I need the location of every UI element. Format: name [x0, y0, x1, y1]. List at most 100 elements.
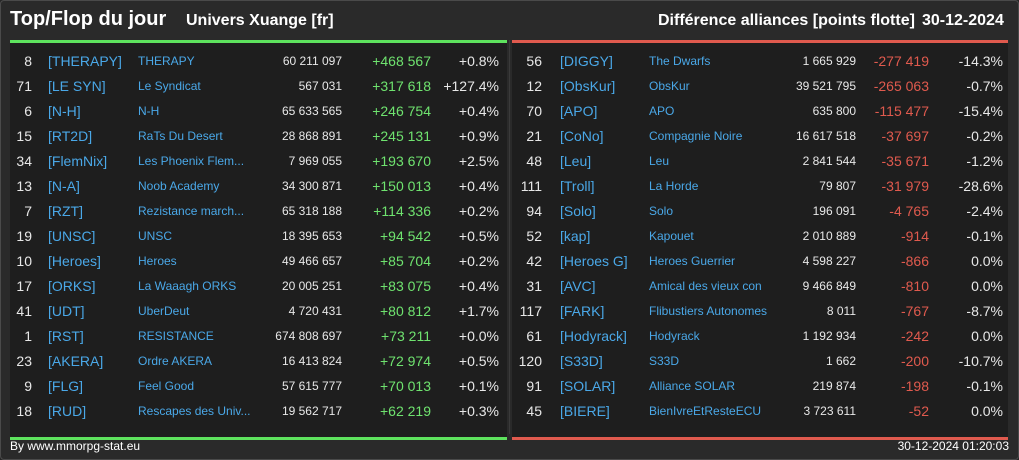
date-label: 30-12-2024: [922, 12, 1004, 29]
rank-cell: 45: [526, 403, 542, 419]
table-row: 61 [Hodyrack] Hodyrack 1 192 934 -242 0.0%: [512, 324, 1008, 349]
difference-cell: -198: [900, 378, 929, 394]
alliance-tag-link[interactable]: [RST]: [48, 328, 84, 344]
alliance-name-link[interactable]: La Waaagh ORKS: [138, 279, 237, 293]
difference-cell: -4 765: [889, 203, 929, 219]
points-cell: 8 011: [826, 304, 856, 318]
points-cell: 39 521 795: [795, 79, 856, 93]
alliance-tag-link[interactable]: [AKERA]: [48, 353, 104, 369]
percent-change-cell: +0.1%: [458, 378, 499, 394]
alliance-tag-link[interactable]: [ObsKur]: [560, 78, 616, 94]
alliance-name-link[interactable]: Feel Good: [138, 379, 195, 393]
rank-cell: 41: [16, 303, 32, 319]
points-cell: 1 192 934: [802, 329, 856, 343]
table-row: 52 [kap] Kapouet 2 010 889 -914 -0.1%: [512, 224, 1008, 249]
percent-change-cell: -1.2%: [966, 153, 1003, 169]
points-cell: 16 617 518: [795, 129, 856, 143]
alliance-tag-link[interactable]: [kap]: [560, 228, 591, 244]
points-cell: 65 633 565: [281, 104, 342, 118]
difference-cell: -767: [900, 303, 929, 319]
alliance-tag-link[interactable]: [Hodyrack]: [560, 328, 627, 344]
alliance-tag-link[interactable]: [FlemNix]: [48, 153, 108, 169]
alliance-name-link[interactable]: Rezistance march...: [138, 204, 245, 218]
table-row: 9 [FLG] Feel Good 57 615 777 +70 013 +0.1%: [10, 374, 507, 399]
alliance-name-link[interactable]: Les Phoenix Flem...: [138, 154, 245, 168]
table-row: 71 [LE SYN] Le Syndicat 567 031 +317 618 +127…: [10, 74, 507, 99]
alliance-tag-link[interactable]: [UNSC]: [48, 228, 96, 244]
difference-cell: -810: [900, 278, 929, 294]
difference-cell: +62 219: [380, 403, 431, 419]
percent-change-cell: +0.5%: [458, 228, 499, 244]
rank-cell: 13: [16, 178, 32, 194]
alliance-tag-link[interactable]: [BIERE]: [560, 403, 610, 419]
alliance-name-link[interactable]: Ordre AKERA: [138, 354, 213, 368]
points-cell: 49 466 657: [281, 254, 342, 268]
table-row: 8 [THERAPY] THERAPY 60 211 097 +468 567 +0.8%: [10, 49, 507, 74]
alliance-tag-link[interactable]: [AVC]: [560, 278, 596, 294]
points-cell: 1 665 929: [802, 54, 856, 68]
rank-cell: 52: [526, 228, 542, 244]
alliance-tag-link[interactable]: [FLG]: [48, 378, 84, 394]
percent-change-cell: 0.0%: [971, 328, 1003, 344]
alliance-tag-link[interactable]: [RZT]: [48, 203, 83, 219]
percent-change-cell: +127.4%: [443, 78, 499, 94]
percent-change-cell: +0.5%: [458, 353, 499, 369]
alliance-tag-link[interactable]: [RUD]: [48, 403, 87, 419]
alliance-tag-link[interactable]: [FARK]: [560, 303, 605, 319]
alliance-tag-link[interactable]: [Heroes]: [48, 253, 101, 269]
difference-cell: +468 567: [372, 53, 431, 69]
percent-change-cell: -0.1%: [966, 378, 1003, 394]
alliance-tag-link[interactable]: [Heroes G]: [560, 253, 628, 269]
alliance-name-link[interactable]: Heroes: [138, 254, 177, 268]
site-credit[interactable]: By www.mmorpg-stat.eu: [10, 439, 141, 453]
table-row: 117 [FARK] Flibustiers Autonomes 8 011 -767-…: [512, 299, 1008, 324]
top-list: 8 [THERAPY] THERAPY 60 211 097 +468 567 +0.8%…: [10, 49, 507, 424]
rank-cell: 12: [526, 78, 542, 94]
alliance-tag-link[interactable]: [N-H]: [48, 103, 81, 119]
alliance-tag-link[interactable]: [CoNo]: [560, 128, 604, 144]
alliance-tag-link[interactable]: [S33D]: [560, 353, 603, 369]
alliance-tag-link[interactable]: [LE SYN]: [48, 78, 106, 94]
alliance-tag-link[interactable]: [Solo]: [560, 203, 596, 219]
rank-cell: 61: [526, 328, 542, 344]
alliance-name-link[interactable]: Rescapes des Univ...: [138, 404, 251, 418]
points-cell: 9 466 849: [802, 279, 856, 293]
alliance-name-link[interactable]: UNSC: [138, 229, 173, 243]
percent-change-cell: +0.3%: [458, 403, 499, 419]
table-row: 21 [CoNo] Compagnie Noire 16 617 518 -37 697…: [512, 124, 1008, 149]
alliance-tag-link[interactable]: [APO]: [560, 103, 598, 119]
alliance-tag-link[interactable]: [Troll]: [560, 178, 595, 194]
points-cell: 4 598 227: [802, 254, 856, 268]
table-row: 31 [AVC] Amical des vieux con 9 466 849 -810…: [512, 274, 1008, 299]
alliance-tag-link[interactable]: [THERAPY]: [48, 53, 122, 69]
alliance-tag-link[interactable]: [N-A]: [48, 178, 80, 194]
alliance-name-link[interactable]: THERAPY: [138, 54, 195, 68]
table-row: 91 [SOLAR] Alliance SOLAR 219 874 -198 -0.1%: [512, 374, 1008, 399]
alliance-name-link[interactable]: Le Syndicat: [138, 79, 201, 93]
rank-cell: 31: [526, 278, 542, 294]
table-row: 120 [S33D] S33D 1 662 -200 -10.7%: [512, 349, 1008, 374]
panel-divider: [509, 40, 510, 434]
rank-cell: 42: [526, 253, 542, 269]
alliance-name-link[interactable]: UberDeut: [138, 304, 190, 318]
alliance-tag-link[interactable]: [ORKS]: [48, 278, 96, 294]
points-cell: 60 211 097: [282, 54, 342, 68]
alliance-name-link[interactable]: RESISTANCE: [138, 329, 214, 343]
alliance-tag-link[interactable]: [Leu]: [560, 153, 592, 169]
alliance-name-link[interactable]: N-H: [138, 104, 160, 118]
table-row: 111 [Troll] La Horde 79 807 -31 979 -28.6%: [512, 174, 1008, 199]
percent-change-cell: -28.6%: [958, 178, 1003, 194]
difference-cell: +72 974: [380, 353, 431, 369]
alliance-tag-link[interactable]: [SOLAR]: [560, 378, 616, 394]
alliance-tag-link[interactable]: [RT2D]: [48, 128, 93, 144]
alliance-tag-link[interactable]: [DIGGY]: [560, 53, 613, 69]
rank-cell: 70: [526, 103, 542, 119]
percent-change-cell: +0.9%: [458, 128, 499, 144]
difference-cell: -115 477: [874, 103, 929, 119]
alliance-tag-link[interactable]: [UDT]: [48, 303, 85, 319]
alliance-name-link[interactable]: RaTs Du Desert: [138, 129, 223, 143]
alliance-name-link[interactable]: Noob Academy: [138, 179, 220, 193]
table-row: 42 [Heroes G] Heroes Guerrier 4 598 227 -866…: [512, 249, 1008, 274]
difference-cell: -52: [908, 403, 929, 419]
percent-change-cell: +0.2%: [458, 203, 499, 219]
